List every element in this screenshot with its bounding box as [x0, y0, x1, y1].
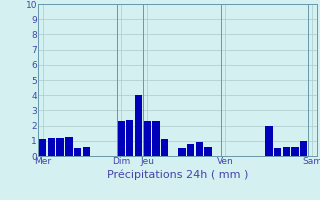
- Bar: [126, 120, 133, 156]
- Bar: [135, 95, 142, 156]
- Bar: [48, 138, 55, 156]
- Bar: [143, 121, 151, 156]
- Bar: [178, 148, 186, 156]
- Bar: [196, 142, 203, 156]
- Bar: [283, 147, 290, 156]
- Bar: [274, 148, 281, 156]
- Bar: [265, 126, 273, 156]
- Bar: [65, 137, 73, 156]
- Bar: [83, 147, 90, 156]
- Bar: [117, 121, 125, 156]
- Bar: [300, 141, 308, 156]
- Bar: [187, 144, 194, 156]
- Bar: [39, 139, 46, 156]
- Bar: [74, 148, 81, 156]
- Bar: [161, 139, 168, 156]
- Bar: [291, 147, 299, 156]
- Bar: [152, 121, 160, 156]
- X-axis label: Précipitations 24h ( mm ): Précipitations 24h ( mm ): [107, 169, 248, 180]
- Bar: [56, 138, 64, 156]
- Bar: [204, 147, 212, 156]
